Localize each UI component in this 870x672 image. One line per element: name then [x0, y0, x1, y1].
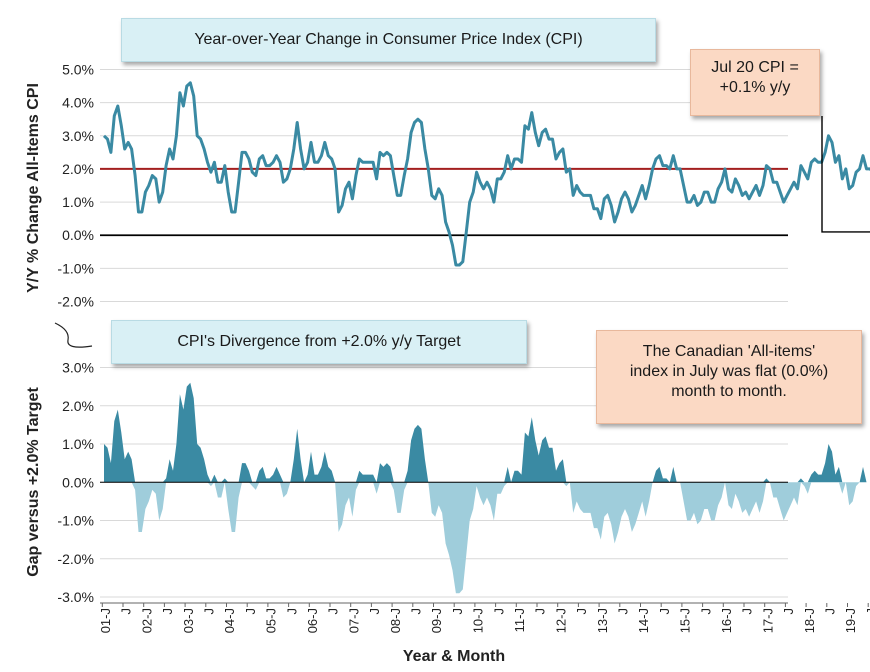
x-tick-label-year: 14-J	[636, 608, 651, 633]
x-tick-label-year: 19-J	[843, 608, 858, 633]
x-tick-label-july: J	[409, 608, 424, 615]
x-tick-label-year: 07-J	[346, 608, 361, 633]
bottom-chart-title-box: CPI's Divergence from +2.0% y/y Target	[111, 320, 527, 364]
x-axis: 01-J J 02-J J 03-J J 04-J J 05-J J 06-J J 07-J J 08-J J…	[98, 602, 870, 633]
x-tick-label-year: 15-J	[678, 608, 693, 633]
bottom-y-axis-label: Gap versus +2.0% Target	[25, 387, 42, 577]
canada-month-callout: The Canadian 'All-items' index in July w…	[596, 330, 862, 424]
top-y-tick-label: 4.0%	[62, 95, 94, 111]
x-tick-label-year: 13-J	[595, 608, 610, 633]
top-y-axis-label: Y/Y % Change All-Items CPI	[25, 83, 42, 293]
axis-break-mark	[54, 322, 93, 348]
canada-callout-line-2: index in July was flat (0.0%)	[629, 363, 829, 380]
x-tick-label-july: J	[574, 608, 589, 615]
cpi-yoy-series-line	[102, 81, 870, 267]
gap-area-series	[100, 382, 870, 594]
jul-callout-line-1: Jul 20 CPI =	[711, 59, 799, 76]
bottom-y-tick-label: 0.0%	[62, 474, 94, 490]
x-tick-label-year: 03-J	[181, 608, 196, 633]
bottom-y-tick-label: -2.0%	[57, 551, 94, 567]
x-tick-label-year: 04-J	[222, 608, 237, 633]
top-y-tick-label: 2.0%	[62, 161, 94, 177]
x-tick-label-july: J	[823, 608, 838, 615]
bottom-chart-y-tick-labels: 3.0% 2.0% 1.0% 0.0% -1.0% -2.0% -3.0%	[57, 360, 94, 606]
top-chart-title: Year-over-Year Change in Consumer Price …	[194, 31, 583, 48]
x-tick-label-year: 01-J	[98, 608, 113, 633]
x-tick-label-july: J	[616, 608, 631, 615]
x-tick-label-july: J	[202, 608, 217, 615]
bottom-y-tick-label: -1.0%	[57, 513, 94, 529]
canada-callout-line-1: The Canadian 'All-items'	[642, 343, 816, 360]
x-tick-label-year: 18-J	[802, 608, 817, 633]
x-tick-label-july: J	[450, 608, 465, 615]
top-y-tick-label: 1.0%	[62, 194, 94, 210]
jul-cpi-callout: Jul 20 CPI = +0.1% y/y	[690, 49, 820, 116]
x-tick-label-july: J	[657, 608, 672, 615]
canada-callout-line-3: month to month.	[671, 383, 787, 400]
top-y-tick-label: 0.0%	[62, 227, 94, 243]
x-tick-label-july: J	[781, 608, 796, 615]
x-tick-label-year: 05-J	[264, 608, 279, 633]
x-tick-label-july: J	[326, 608, 341, 615]
top-chart-title-box: Year-over-Year Change in Consumer Price …	[121, 18, 656, 62]
x-tick-label-year: 11-J	[512, 608, 527, 632]
gap-negative-area	[104, 482, 870, 594]
top-y-tick-label: 5.0%	[62, 62, 94, 78]
x-tick-label-year: 08-J	[388, 608, 403, 633]
x-tick-label-year: 12-J	[553, 608, 568, 633]
x-tick-label-july: J	[160, 608, 175, 615]
jul-callout-line-2: +0.1% y/y	[719, 79, 791, 96]
x-tick-label-july: J	[367, 608, 382, 615]
x-tick-label-july: J	[740, 608, 755, 615]
top-y-tick-label: 3.0%	[62, 128, 94, 144]
x-tick-label-july: J	[491, 608, 506, 615]
top-y-tick-label: -2.0%	[57, 294, 94, 310]
bottom-y-tick-label: 1.0%	[62, 436, 94, 452]
x-tick-label-july: J	[243, 608, 258, 615]
x-tick-label-year: 09-J	[429, 608, 444, 633]
x-tick-label-year: 10-J	[471, 608, 486, 633]
x-tick-label-year: 17-J	[760, 608, 775, 633]
x-tick-label-july: J	[698, 608, 713, 615]
x-tick-label-july: J	[119, 608, 134, 615]
bottom-y-tick-label: -3.0%	[57, 589, 94, 605]
top-chart-y-tick-labels: 5.0% 4.0% 3.0% 2.0% 1.0% 0.0% -1.0% -2.0%	[57, 62, 94, 310]
jul-callout-arrow	[821, 116, 870, 233]
x-tick-label-year: 16-J	[719, 608, 734, 633]
x-axis-label: Year & Month	[403, 648, 505, 665]
arrow-shaft	[821, 116, 870, 233]
gap-positive-area	[104, 382, 870, 483]
x-tick-label-year: 02-J	[139, 608, 154, 633]
x-tick-label-july: J	[533, 608, 548, 615]
x-tick-label-july: J	[864, 608, 870, 615]
x-tick-label-july: J	[284, 608, 299, 615]
bottom-y-tick-label: 2.0%	[62, 398, 94, 414]
bottom-chart-title: CPI's Divergence from +2.0% y/y Target	[177, 333, 461, 350]
top-y-tick-label: -1.0%	[57, 260, 94, 276]
bottom-y-tick-label: 3.0%	[62, 360, 94, 376]
x-tick-label-year: 06-J	[305, 608, 320, 633]
